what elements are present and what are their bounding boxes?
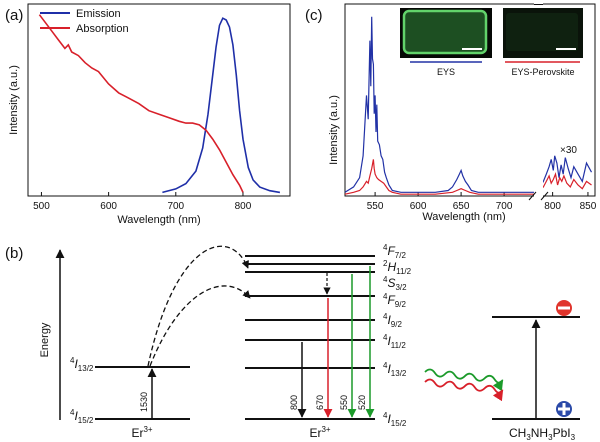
label-4I15-2: 4I15/2 — [383, 411, 407, 428]
left-transition-label: 1530 — [139, 392, 149, 412]
panel-c-series-eys — [539, 155, 593, 188]
label-2H11-2: 2H11/2 — [383, 259, 412, 276]
panel-a-xtick-label: 700 — [167, 201, 184, 212]
svg-text:4I15/2: 4I15/2 — [70, 408, 94, 425]
inset-eys-label: EYS — [437, 67, 455, 77]
inset-eys: EYS — [400, 8, 492, 77]
panel-a-xtick-label: 800 — [235, 201, 252, 212]
emission-800-label: 800 — [289, 395, 299, 410]
middle-levels — [245, 255, 375, 420]
inset-perovskite-scalebar — [556, 48, 576, 50]
panel-c-ticks: 550 600 650 700 800 850 — [367, 192, 597, 212]
left-ion-label: Er3+ — [131, 425, 152, 440]
panel-a-ylabel: Intensity (a.u.) — [8, 65, 20, 135]
panel-c-xtick-label: 800 — [544, 201, 561, 212]
inset-perovskite: EYS-Perovskite — [503, 8, 583, 77]
panel-a-legend: Emission Absorption — [40, 8, 129, 35]
panel-c-label: (c) — [305, 7, 323, 24]
wavy-photon-red — [424, 378, 504, 402]
legend-absorption-label: Absorption — [76, 23, 129, 35]
panel-a: (a) Intensity (a.u.) Wavelength (nm) 500… — [5, 3, 291, 226]
left-level-lower-label: 4I15/2 — [70, 408, 94, 425]
emission-550-label: 550 — [339, 395, 349, 410]
panel-c-series-eys-perovskite — [539, 172, 592, 191]
panel-c-ylabel: Intensity (a.u.) — [328, 95, 340, 165]
hole-icon — [556, 401, 572, 417]
inset-eys-glow — [402, 9, 488, 55]
middle-ion-label: Er3+ — [309, 425, 330, 440]
inset-perovskite-label: EYS-Perovskite — [511, 67, 574, 77]
panel-a-label: (a) — [5, 7, 23, 24]
label-4F9-2: 4F9/2 — [383, 292, 406, 309]
electron-icon — [556, 300, 572, 316]
left-level-upper-label: 4I13/2 — [70, 356, 94, 373]
panel-c-xtick-label: 600 — [410, 201, 427, 212]
panel-c-series-eys — [344, 16, 539, 193]
svg-text:4I13/2: 4I13/2 — [70, 356, 94, 373]
wavy-photon-green — [424, 368, 504, 392]
panel-b-label: (b) — [5, 245, 23, 262]
inset-eys-scalebar — [462, 48, 482, 50]
panel-a-ticks: 500 600 700 800 — [33, 192, 252, 212]
panel-c-xtick-label: 700 — [496, 201, 513, 212]
label-4S3-2: 4S3/2 — [383, 275, 407, 292]
panel-c-xtick-label: 650 — [453, 201, 470, 212]
emission-670-label: 670 — [315, 395, 325, 410]
panel-c-series — [344, 16, 593, 195]
panel-c-annotation: ×30 — [560, 145, 577, 156]
panel-c-series-eys-perovskite — [344, 159, 539, 195]
panel-a-xtick-label: 600 — [100, 201, 117, 212]
panel-a-xtick-label: 500 — [33, 201, 50, 212]
panel-c-xtick-label: 850 — [580, 201, 597, 212]
label-4F7-2: 4F7/2 — [383, 243, 406, 260]
label-4I11-2: 4I11/2 — [383, 333, 406, 350]
middle-level-labels: 4F7/2 2H11/2 4S3/2 4F9/2 4I9/2 4I11/2 4I… — [383, 243, 412, 428]
panel-c-frame — [344, 3, 596, 197]
panel-c: (c) Intensity (a.u.) Wavelength (nm) 550… — [305, 0, 597, 223]
axis-break — [528, 0, 549, 201]
legend-emission-label: Emission — [76, 8, 121, 20]
perovskite-formula-label: CH3NH3PbI3 — [509, 426, 576, 442]
panel-b: (b) Energy 4I13/2 4I15/2 1530 Er3+ — [5, 243, 580, 442]
panel-a-series-absorption — [38, 14, 244, 193]
panel-a-series — [38, 14, 281, 194]
panel-c-xtick-label: 550 — [367, 201, 384, 212]
energy-axis-label: Energy — [39, 322, 51, 357]
panel-a-frame — [27, 3, 291, 197]
panel-a-series-emission — [162, 17, 281, 194]
emission-520-label: 520 — [357, 395, 367, 410]
energy-transfer-curve-upper — [147, 245, 249, 367]
inset-perovskite-glow — [506, 13, 578, 51]
panel-a-xlabel: Wavelength (nm) — [117, 214, 200, 226]
label-4I9-2: 4I9/2 — [383, 312, 402, 329]
panel-c-xlabel: Wavelength (nm) — [422, 211, 505, 223]
energy-transfer-curve-lower — [149, 285, 251, 367]
label-4I13-2: 4I13/2 — [383, 361, 407, 378]
